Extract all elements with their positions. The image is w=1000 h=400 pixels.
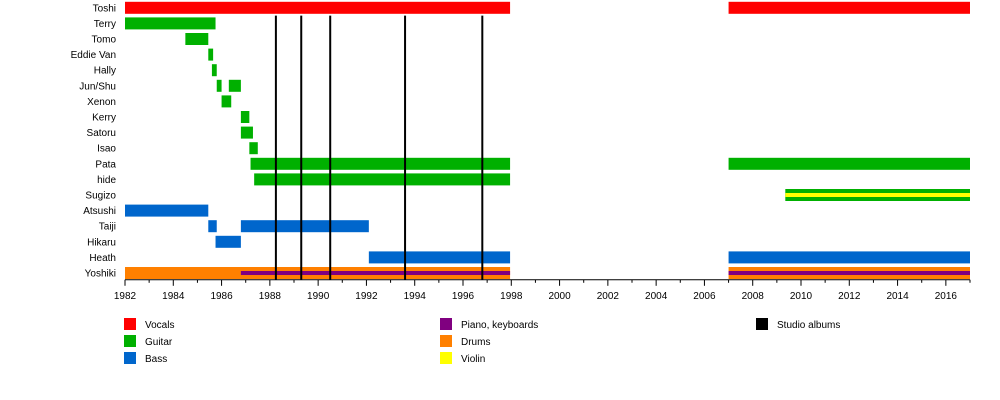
member-label: Satoru <box>87 128 116 139</box>
bar-eddie-van-guitar-0 <box>208 48 214 61</box>
bar-yoshiki-piano-0 <box>240 271 511 275</box>
tick-label: 1984 <box>162 291 185 302</box>
member-label: Terry <box>94 19 116 30</box>
member-label: Yoshiki <box>85 269 116 280</box>
bar-kerry-guitar-0 <box>240 111 250 123</box>
member-label: Heath <box>89 253 116 264</box>
bar-hide-guitar-0 <box>254 173 511 186</box>
bar-toshi-vocals-0 <box>125 1 511 14</box>
legend-swatch-piano <box>440 318 452 330</box>
member-label: Sugizo <box>85 191 116 202</box>
legend: Vocals Guitar Bass Piano, keyboards Drums Vio… <box>124 318 840 365</box>
bar-tomo-guitar-0 <box>185 33 209 45</box>
member-label: Isao <box>97 144 116 155</box>
member-label: Xenon <box>87 97 116 108</box>
legend-label-vocals: Vocals <box>145 320 174 331</box>
tick-label: 2010 <box>790 291 813 302</box>
legend-label-piano: Piano, keyboards <box>461 320 538 331</box>
studio-album-lines <box>274 15 484 280</box>
bar-xenon-guitar-0 <box>221 95 232 108</box>
tick-label: 2014 <box>886 291 909 302</box>
tick-label: 1994 <box>404 291 427 302</box>
member-label: Toshi <box>93 3 116 14</box>
bar-toshi-vocals-1 <box>728 1 970 14</box>
tick-label: 2012 <box>838 291 861 302</box>
tick-label: 1996 <box>452 291 475 302</box>
tick-label: 2016 <box>935 291 958 302</box>
bar-pata-guitar-1 <box>728 157 970 170</box>
legend-label-drums: Drums <box>461 337 490 348</box>
legend-label-guitar: Guitar <box>145 337 173 348</box>
member-label: Eddie Van <box>71 50 116 61</box>
tick-label: 2002 <box>597 291 620 302</box>
bar-atsushi-bass-0 <box>125 204 209 217</box>
legend-swatch-drums <box>440 335 452 347</box>
legend-swatch-studio_albums <box>756 318 768 330</box>
bar-pata-guitar-0 <box>250 157 511 170</box>
member-label: Pata <box>95 159 116 170</box>
member-label: Hally <box>94 66 116 77</box>
legend-swatch-guitar <box>124 335 136 347</box>
tick-label: 2006 <box>693 291 716 302</box>
member-label: Kerry <box>92 113 116 124</box>
member-labels: Toshi Terry Tomo Eddie Van Hally Jun/Shu Xenon… <box>71 3 117 279</box>
member-label: Atsushi <box>83 206 116 217</box>
tick-label: 2000 <box>548 291 571 302</box>
bar-isao-guitar-0 <box>249 142 258 155</box>
tick-label: 1986 <box>210 291 233 302</box>
member-label: Hikaru <box>87 237 116 248</box>
tick-label: 2004 <box>645 291 668 302</box>
tick-label: 1988 <box>259 291 282 302</box>
bar-terry-guitar-0 <box>125 17 216 30</box>
bar-yoshiki-piano-1 <box>728 271 970 275</box>
bar-jun-shu-guitar-0 <box>216 79 222 92</box>
tick-label: 1992 <box>355 291 378 302</box>
legend-swatch-violin <box>440 352 452 364</box>
member-label: hide <box>97 175 116 186</box>
bar-sugizo-violin-0 <box>785 193 970 197</box>
bar-heath-bass-1 <box>728 251 970 264</box>
x-axis: 1982 1984 1986 1988 1990 1992 1994 1996 1998 2000… <box>114 279 971 302</box>
member-label: Jun/Shu <box>79 81 116 92</box>
bar-hikaru-bass-0 <box>215 235 241 248</box>
bar-hally-guitar-0 <box>211 64 217 77</box>
bar-satoru-guitar-0 <box>240 126 253 139</box>
legend-label-violin: Violin <box>461 354 485 365</box>
legend-swatch-vocals <box>124 318 136 330</box>
legend-swatch-bass <box>124 352 136 364</box>
tick-label: 1990 <box>307 291 330 302</box>
member-bars <box>125 1 970 279</box>
legend-label-studio_albums: Studio albums <box>777 320 840 331</box>
bar-jun-shu-guitar-1 <box>228 79 241 92</box>
member-label: Tomo <box>92 35 117 46</box>
tick-label: 1998 <box>500 291 523 302</box>
tick-label: 2008 <box>742 291 765 302</box>
bar-taiji-bass-0 <box>208 220 217 233</box>
bar-heath-bass-0 <box>368 251 511 264</box>
member-label: Taiji <box>99 222 116 233</box>
legend-label-bass: Bass <box>145 354 167 365</box>
bar-taiji-bass-1 <box>240 220 369 233</box>
tick-label: 1982 <box>114 291 137 302</box>
